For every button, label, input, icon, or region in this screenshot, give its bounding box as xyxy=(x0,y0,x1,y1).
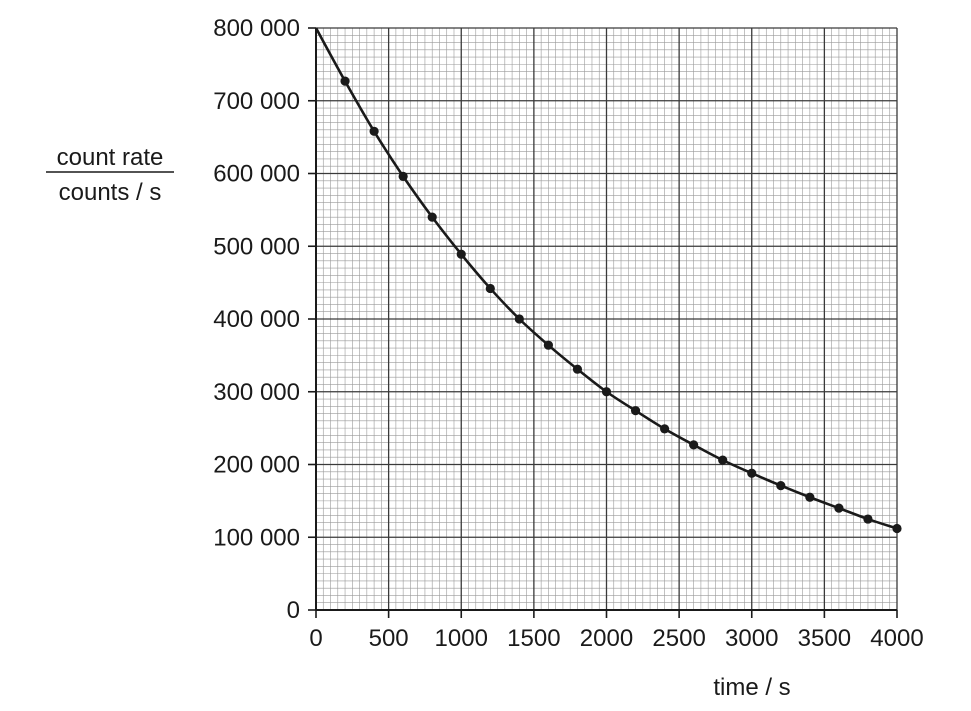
data-point xyxy=(718,455,728,465)
x-tick-label: 500 xyxy=(369,625,409,652)
points-layer xyxy=(340,76,902,534)
y-tick-label: 0 xyxy=(287,597,300,624)
axes xyxy=(308,27,898,618)
data-point xyxy=(689,440,699,450)
x-axis-label: time / s xyxy=(713,674,790,701)
x-tick-labels: 0 500 1000 1500 2000 2500 3000 3500 4000 xyxy=(309,625,923,652)
data-point xyxy=(398,171,408,182)
data-point xyxy=(805,492,815,502)
data-point xyxy=(601,387,612,397)
data-point xyxy=(572,364,583,374)
y-tick-label: 700 000 xyxy=(213,88,300,115)
x-tick-label: 3000 xyxy=(725,625,778,652)
major-grid xyxy=(315,27,898,611)
x-tick-label: 1000 xyxy=(435,625,488,652)
y-tick-label: 100 000 xyxy=(213,524,300,551)
x-tick-label: 4000 xyxy=(870,625,923,652)
data-point xyxy=(543,340,554,350)
data-point xyxy=(340,76,350,86)
y-axis-label-denominator: counts / s xyxy=(59,179,162,206)
x-tick-label: 3500 xyxy=(798,625,851,652)
data-point xyxy=(776,480,786,491)
data-point xyxy=(485,283,495,294)
data-point xyxy=(863,514,873,524)
y-tick-label: 400 000 xyxy=(213,306,300,333)
y-tick-label: 300 000 xyxy=(213,379,300,406)
data-point xyxy=(630,406,641,416)
y-tick-label: 500 000 xyxy=(213,233,300,260)
data-point xyxy=(892,523,902,534)
data-point xyxy=(427,212,437,222)
y-tick-label: 600 000 xyxy=(213,161,300,188)
data-point xyxy=(660,424,670,434)
data-point xyxy=(834,503,844,513)
data-point xyxy=(747,468,757,478)
data-point xyxy=(369,126,379,136)
data-point xyxy=(514,314,524,324)
y-tick-label: 800 000 xyxy=(213,15,300,42)
y-axis-label-numerator: count rate xyxy=(57,144,164,171)
y-tick-labels: 0 100 000 200 000 300 000 400 000 500 000 600 … xyxy=(213,15,300,624)
y-tick-label: 200 000 xyxy=(213,452,300,479)
data-point xyxy=(456,249,466,259)
x-tick-label: 2000 xyxy=(580,625,633,652)
x-tick-label: 0 xyxy=(309,625,322,652)
x-tick-label: 2500 xyxy=(652,625,705,652)
x-tick-label: 1500 xyxy=(507,625,560,652)
